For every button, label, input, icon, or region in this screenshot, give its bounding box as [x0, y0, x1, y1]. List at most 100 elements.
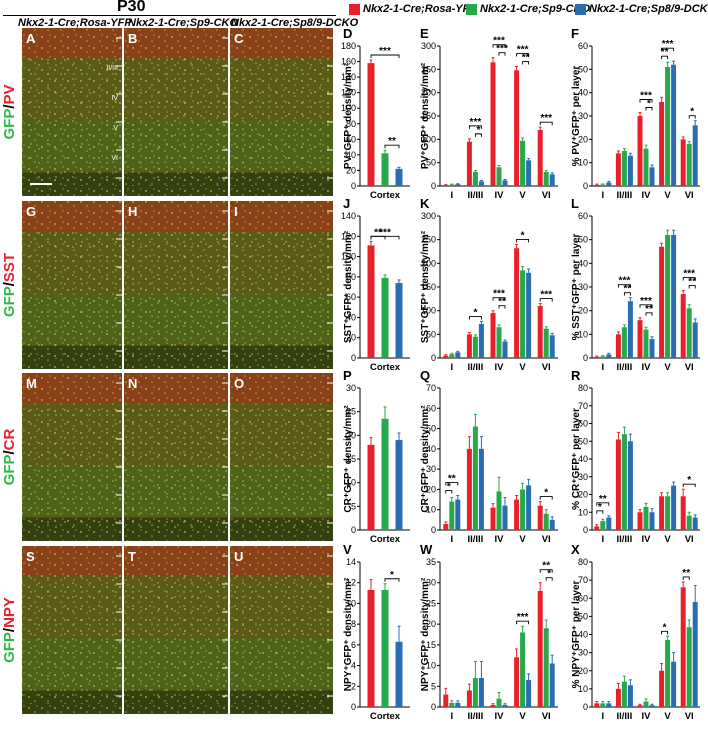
x-tick-label: VI — [685, 190, 694, 201]
sig-bracket — [516, 53, 530, 57]
sig-bracket — [468, 316, 482, 320]
sig-label: *** — [493, 36, 505, 47]
sig-bracket — [539, 298, 553, 302]
bar — [686, 144, 692, 186]
y-tick-label: 2 — [351, 681, 356, 691]
chart-P: P 0 5 10 15 20 25 30 CR⁺GFP⁺ density/mm² Cortex — [343, 368, 410, 545]
micrograph-letter-B: B — [128, 31, 137, 46]
panel-letter-W: W — [420, 542, 433, 557]
sig-label: * — [690, 107, 694, 118]
bar — [537, 505, 543, 530]
stain-label: GFP/SST — [1, 253, 18, 317]
x-tick-label: IV — [642, 362, 652, 373]
bar — [543, 172, 549, 186]
x-tick-label: Cortex — [370, 711, 401, 722]
y-tick-label: 250 — [421, 64, 436, 74]
bar — [514, 499, 520, 530]
bar — [627, 301, 633, 358]
bar — [455, 184, 461, 186]
sig-bracket — [661, 47, 675, 52]
y-tick-label: 30 — [578, 472, 588, 482]
x-tick-label: V — [664, 190, 671, 201]
header-underline — [3, 15, 336, 16]
sig-bracket — [384, 578, 400, 582]
sig-label: * — [547, 569, 551, 580]
panel-letter-V: V — [343, 542, 352, 557]
bar — [680, 294, 686, 358]
bar — [443, 355, 449, 358]
bar — [455, 499, 461, 530]
bar — [543, 328, 549, 358]
bar — [659, 246, 665, 358]
x-tick-label: V — [519, 711, 526, 722]
sig-bracket — [539, 569, 553, 573]
bar — [637, 320, 643, 358]
x-tick-label: VI — [685, 534, 694, 545]
sig-bracket — [682, 576, 690, 580]
bar — [671, 234, 677, 358]
y-axis-label: SST⁺GFP⁺ density/mm² — [343, 230, 354, 343]
layer-label: II/III — [106, 65, 118, 72]
y-tick-label: 20 — [578, 306, 588, 316]
micrograph-S: S — [22, 546, 122, 714]
sig-label: * — [390, 570, 394, 581]
sig-bracket — [539, 496, 553, 500]
y-tick-label: 6 — [351, 640, 356, 650]
y-tick-label: 15 — [426, 640, 436, 650]
bar — [490, 507, 496, 530]
bar — [543, 513, 549, 530]
sig-label: ** — [682, 568, 690, 579]
micrograph-U: U — [230, 546, 333, 714]
x-tick-label: V — [519, 534, 526, 545]
bar — [600, 356, 606, 358]
bar — [502, 341, 508, 358]
y-tick-label: 40 — [578, 88, 588, 98]
x-tick-label: V — [519, 362, 526, 373]
y-tick-label: 60 — [346, 292, 356, 302]
y-tick-label: 0 — [431, 702, 436, 712]
bar — [606, 354, 612, 358]
bar — [665, 234, 671, 358]
panel-letter-K: K — [420, 196, 430, 211]
y-tick-label: 60 — [346, 134, 356, 144]
y-tick-label: 25 — [426, 598, 436, 608]
bar — [490, 313, 496, 358]
y-axis-label: CR⁺GFP⁺ density/mm² — [343, 405, 354, 513]
bar — [466, 334, 472, 358]
sig-label: ** — [498, 297, 506, 308]
bar — [490, 704, 496, 707]
sig-label: ** — [624, 284, 632, 295]
x-tick-label: II/III — [467, 362, 483, 373]
y-tick-label: 100 — [341, 252, 356, 262]
bar — [671, 661, 677, 707]
y-tick-label: 30 — [346, 383, 356, 393]
bar — [606, 517, 612, 530]
bar — [466, 141, 472, 186]
y-tick-label: 20 — [578, 134, 588, 144]
bar — [643, 148, 649, 186]
bar — [649, 512, 655, 530]
y-tick-label: 160 — [341, 57, 356, 67]
y-tick-label: 10 — [578, 507, 588, 517]
x-tick-label: IV — [495, 362, 505, 373]
sig-label: *** — [517, 612, 529, 623]
y-tick-label: 12 — [346, 578, 356, 588]
chart-J: J 0 20 40 60 80 100 120 140 SST⁺GFP⁺ density/mm² C… — [341, 196, 410, 373]
y-tick-label: 60 — [426, 403, 436, 413]
y-tick-label: 80 — [346, 119, 356, 129]
x-tick-label: II/III — [616, 362, 632, 373]
y-tick-label: 0 — [431, 181, 436, 191]
bar — [600, 703, 606, 707]
bar — [537, 305, 543, 358]
sig-label: * — [521, 230, 525, 241]
sig-bracket — [384, 144, 400, 149]
bar — [594, 184, 600, 186]
y-tick-label: 10 — [578, 158, 588, 168]
bar — [395, 641, 403, 707]
bar — [659, 670, 665, 707]
bar — [478, 323, 484, 358]
x-tick-label: II/III — [616, 534, 632, 545]
bar — [478, 181, 484, 186]
sig-label: ** — [522, 53, 530, 64]
bar — [621, 151, 627, 186]
